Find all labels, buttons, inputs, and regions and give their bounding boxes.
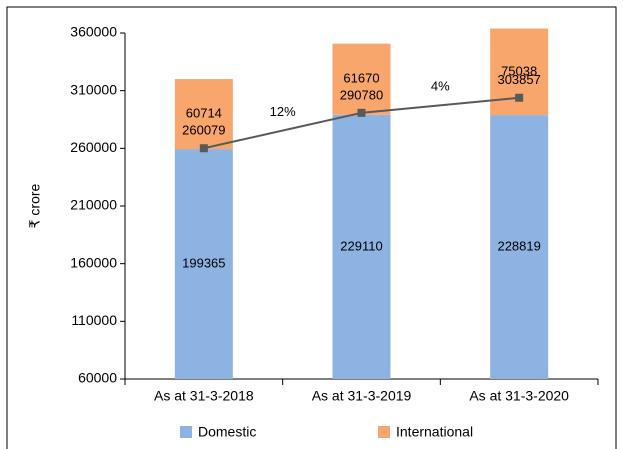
legend-label: Domestic (198, 424, 256, 440)
frame (6, 6, 617, 449)
bar-segment (174, 79, 233, 150)
legend-swatch (180, 426, 192, 438)
total-label: 260079 (182, 123, 225, 138)
y-tick-label: 360000 (70, 24, 117, 40)
data-label: 61670 (343, 71, 379, 86)
x-tick-label: As at 31-3-2019 (312, 388, 412, 404)
y-tick-label: 260000 (70, 139, 117, 155)
total-marker (199, 144, 208, 153)
x-tick-label: As at 31-3-2018 (154, 388, 254, 404)
data-label: 229110 (340, 238, 382, 253)
bar-segment (332, 43, 391, 115)
y-tick-label: 310000 (70, 81, 117, 97)
growth-label: 12% (270, 104, 296, 119)
data-label: 75038 (501, 63, 537, 78)
total-label: 290780 (340, 87, 383, 102)
y-tick-label: 60000 (78, 370, 117, 386)
y-tick-label: 160000 (70, 254, 117, 270)
y-tick-label: 110000 (71, 312, 117, 328)
y-tick-label: 210000 (70, 197, 117, 213)
x-tick-label: As at 31-3-2020 (469, 388, 569, 404)
total-marker (515, 93, 524, 102)
data-label: 228819 (497, 238, 540, 253)
bar-segment (332, 114, 391, 379)
legend-swatch (378, 426, 390, 438)
data-label: 60714 (186, 105, 222, 120)
growth-label: 4% (431, 79, 450, 94)
legend-label: International (396, 424, 473, 440)
bar-segment (174, 149, 233, 379)
total-label: 303857 (497, 72, 540, 87)
total-marker (357, 108, 366, 117)
y-axis-label: ₹ crore (27, 183, 43, 228)
data-label: 199365 (182, 255, 225, 270)
bar-segment (490, 115, 549, 379)
